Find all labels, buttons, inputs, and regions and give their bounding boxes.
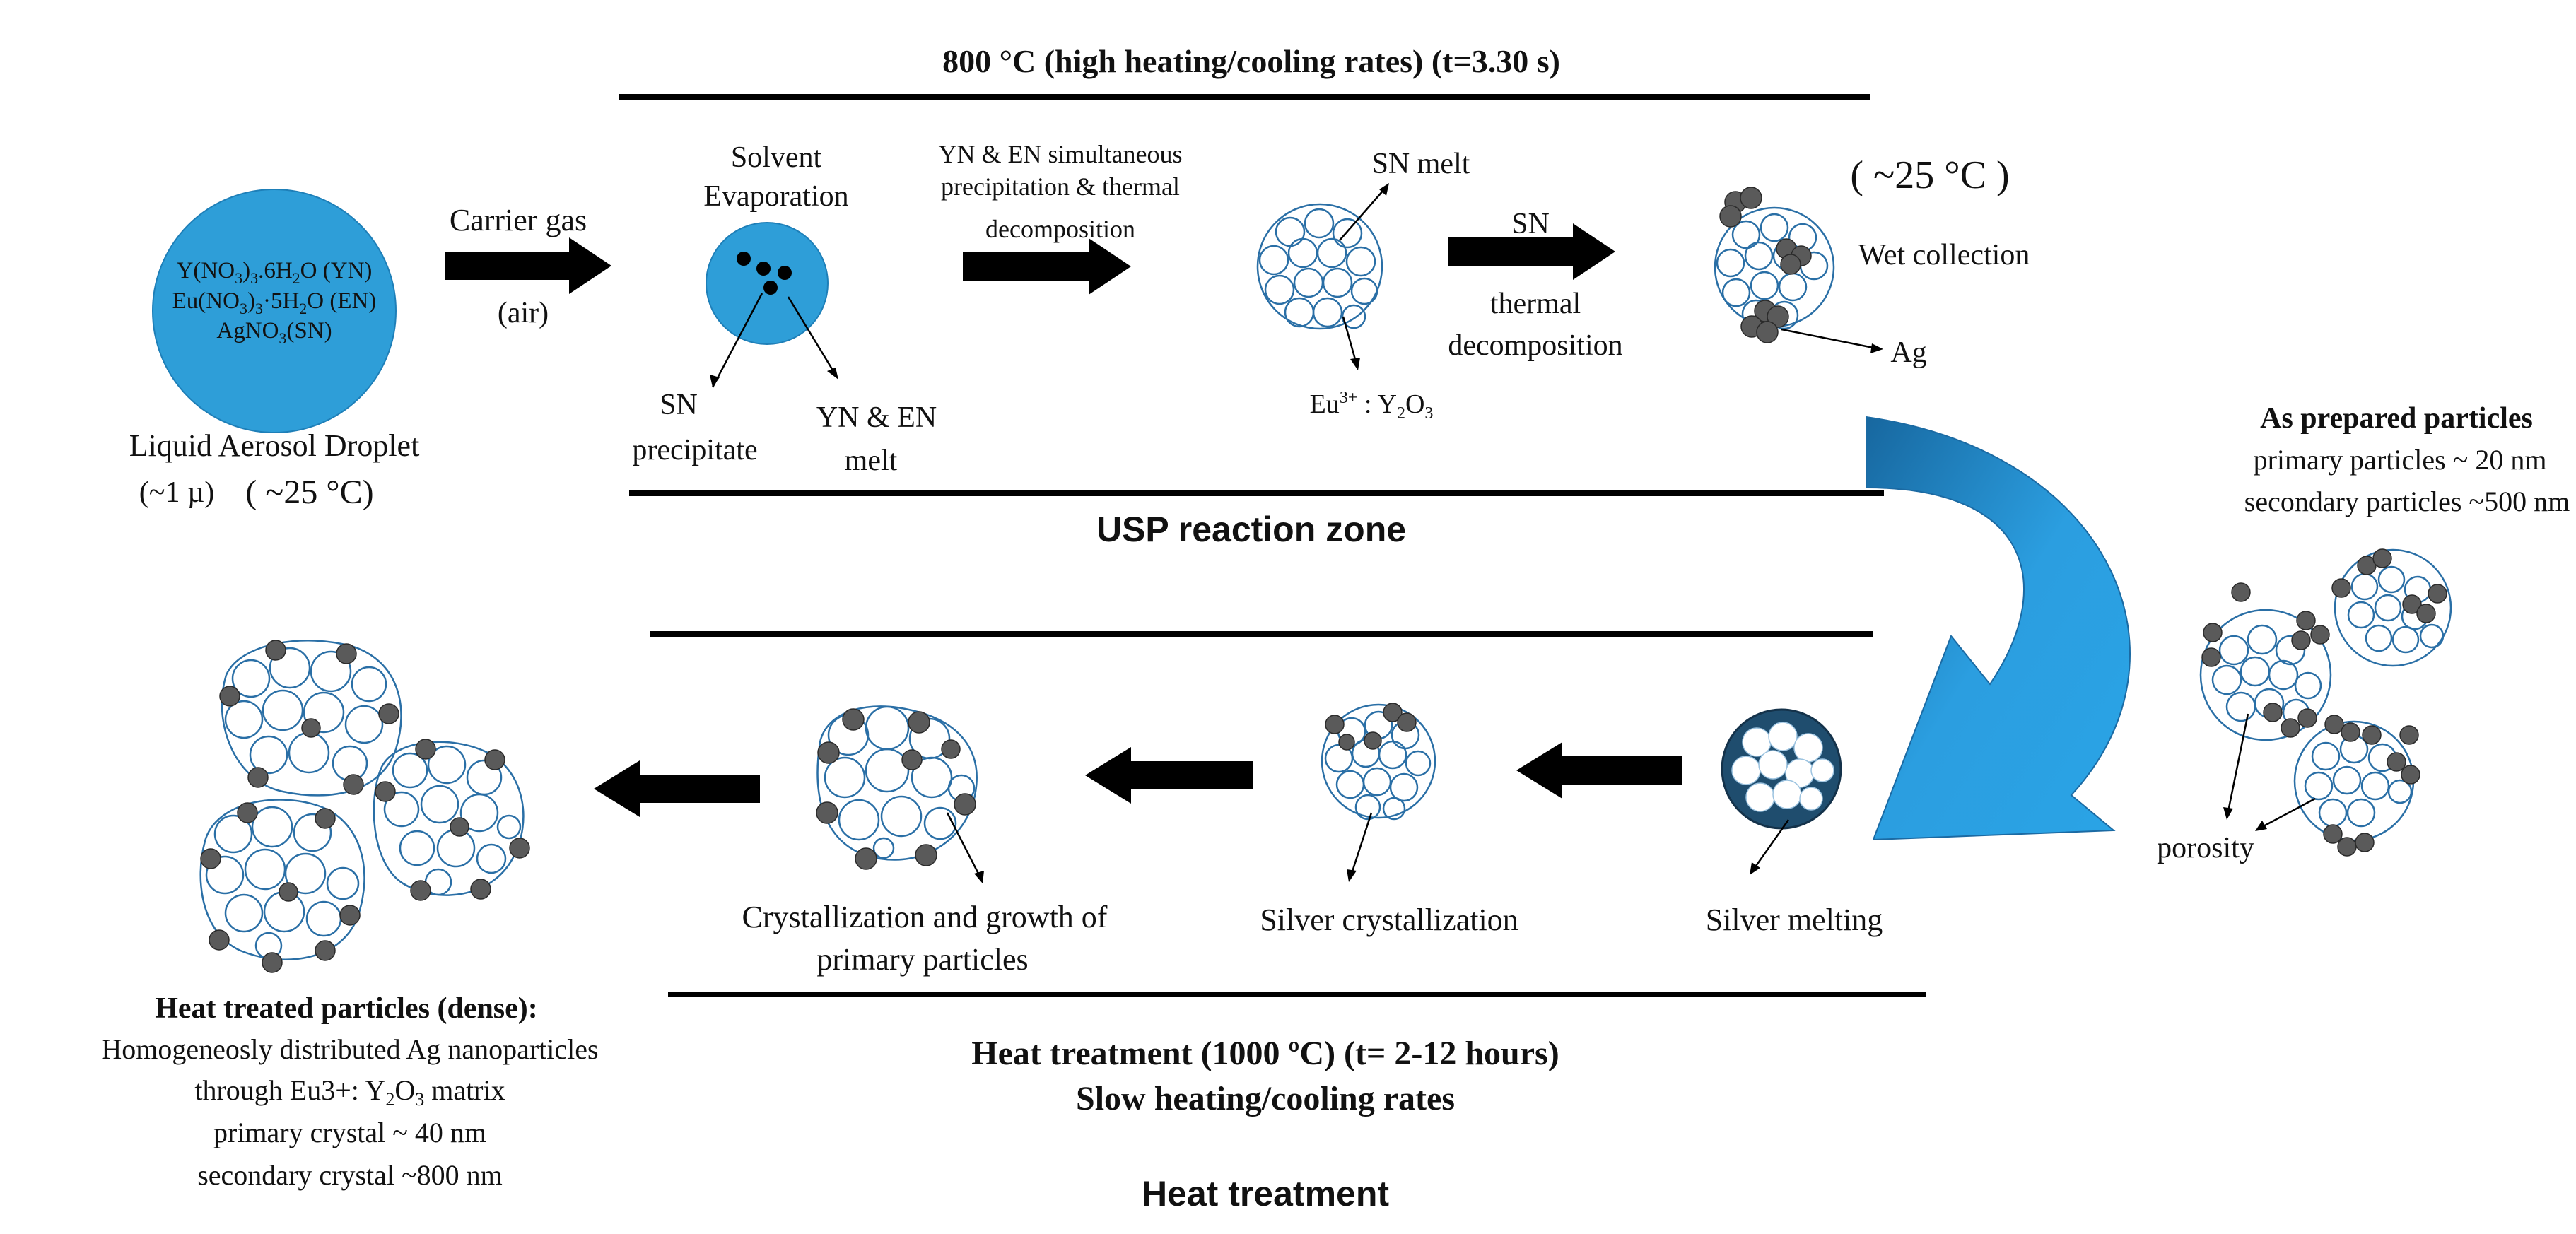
- precipitate-dot: [756, 262, 771, 276]
- ag-nanoparticles: [1719, 187, 1812, 343]
- heat-title-1: Heat treatment (1000 ºC) (t= 2-12 hours): [971, 1035, 1559, 1072]
- droplet-caption: Liquid Aerosol Droplet: [129, 428, 420, 463]
- precipitate-dot: [763, 281, 778, 295]
- final-line-2: Homogeneosly distributed Ag nanoparticle…: [101, 1033, 598, 1065]
- droplet-size: (~1 µ): [139, 476, 214, 509]
- pointer-head: [827, 368, 838, 380]
- yn-en-melt-label-2: melt: [845, 445, 898, 477]
- ag-label: Ag: [1890, 336, 1926, 369]
- final-line-3: through Eu3+: Y2O3 matrix: [194, 1074, 505, 1110]
- arrow-to-crystallization: [1516, 742, 1682, 799]
- heat-treatment-zone: Heat treatment: [1142, 1174, 1389, 1214]
- pointer-head: [1750, 862, 1760, 875]
- arrow-to-final: [594, 760, 760, 817]
- pointer-eu-y2o3: [1342, 316, 1357, 363]
- droplet-line-sn: AgNO3(SN): [216, 318, 332, 347]
- sn-melt-label: SN melt: [1372, 148, 1470, 180]
- decomposition-label: decomposition: [1448, 329, 1622, 362]
- silver-melting-particle: [1721, 708, 1842, 830]
- carrier-gas-arrow: [445, 237, 611, 294]
- pointer-porosity-2: [2261, 797, 2316, 828]
- liquid-droplet: [152, 189, 397, 433]
- pointer-head: [1870, 343, 1883, 353]
- droplet-line-yn: Y(NO3)3.6H2O (YN): [177, 258, 373, 287]
- usp-reaction-zone: USP reaction zone: [1096, 510, 1406, 549]
- final-title: Heat treated particles (dense):: [155, 992, 538, 1025]
- growth-particle: [816, 705, 978, 861]
- pointer-head: [1350, 358, 1360, 370]
- arrow-to-growth: [1085, 747, 1253, 804]
- as-prepared-ag-nanoparticles: [2201, 548, 2447, 857]
- top-title: 800 °C (high heating/cooling rates) (t=3…: [942, 43, 1560, 79]
- pointer-sn-melt: [1339, 189, 1385, 241]
- solvent-label-1: Solvent: [731, 141, 822, 174]
- precipitation-arrow: [963, 238, 1131, 295]
- wet-collection-label: Wet collection: [1858, 239, 2030, 271]
- silver-crystallization-ag: [1325, 703, 1417, 751]
- sn-precipitate-label-1: SN: [660, 389, 698, 421]
- droplet-temp: ( ~25 °C): [245, 474, 373, 511]
- air-label: (air): [498, 297, 549, 329]
- sn-label: SN: [1511, 208, 1550, 240]
- pointer-head: [710, 375, 720, 387]
- simul-label-2: precipitation & thermal: [941, 172, 1180, 201]
- pointer-silver-cryst: [1350, 812, 1373, 874]
- sn-decomposition-arrow: [1448, 223, 1615, 280]
- pointer-head: [974, 871, 984, 883]
- silver-crystallization-particle: [1321, 703, 1436, 821]
- final-line-5: secondary crystal ~800 nm: [197, 1159, 503, 1191]
- precipitate-dot: [737, 252, 751, 266]
- heat-title-2: Slow heating/cooling rates: [1076, 1080, 1455, 1117]
- sn-precipitate-label-2: precipitate: [632, 434, 757, 466]
- heat-treated-particles: [199, 640, 525, 961]
- yn-en-melt-label-1: YN & EN: [816, 401, 937, 434]
- as-prepared-secondary: secondary particles ~500 nm: [2244, 486, 2570, 517]
- pointer-yn-en-melt: [787, 296, 836, 373]
- precipitate-dot: [778, 266, 792, 280]
- heat-treated-ag-nanoparticles: [200, 640, 530, 973]
- pointer-porosity-1: [2227, 713, 2249, 812]
- pointer-head: [2255, 821, 2267, 831]
- carrier-gas-label: Carrier gas: [450, 203, 587, 237]
- pointer-head: [1347, 869, 1357, 882]
- collection-temp: ( ~25 °C ): [1850, 153, 2009, 197]
- silver-crystallization-label: Silver crystallization: [1260, 903, 1518, 937]
- growth-label-2: primary particles: [816, 942, 1028, 977]
- growth-ag-nanoparticles: [816, 708, 976, 870]
- pointer-head: [1379, 183, 1389, 196]
- pointer-ag: [1781, 328, 1874, 349]
- pointer-silver-melting: [1753, 819, 1790, 869]
- as-prepared-primary: primary particles ~ 20 nm: [2254, 444, 2547, 476]
- porosity-label: porosity: [2157, 832, 2254, 864]
- thermal-label: thermal: [1490, 288, 1581, 320]
- solvent-label-2: Evaporation: [703, 180, 848, 213]
- eu-y2o3-label: Eu3+ : Y2O3: [1310, 389, 1434, 423]
- final-line-4: primary crystal ~ 40 nm: [213, 1117, 486, 1148]
- pointer-head: [2223, 807, 2233, 820]
- droplet-line-en: Eu(NO3)3·5H2O (EN): [172, 288, 377, 317]
- growth-label-1: Crystallization and growth of: [742, 900, 1108, 934]
- pointer-sn-precipitate: [711, 293, 763, 388]
- pointer-growth: [946, 812, 980, 876]
- silver-melting-label: Silver melting: [1706, 903, 1883, 937]
- simul-label-1: YN & EN simultaneous: [939, 140, 1183, 168]
- as-prepared-title: As prepared particles: [2260, 402, 2533, 435]
- eu-y2o3-particle: [1256, 203, 1383, 330]
- simul-label-3: decomposition: [985, 215, 1135, 243]
- transfer-curved-arrow: [1866, 416, 2131, 841]
